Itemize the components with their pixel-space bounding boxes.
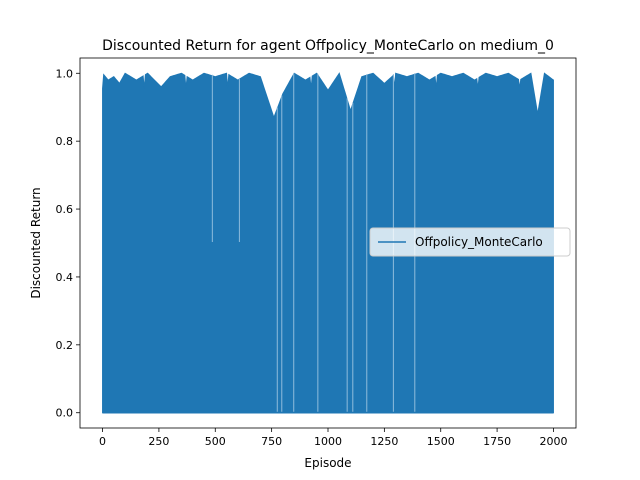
y-tick-label: 1.0 xyxy=(56,67,74,80)
y-tick-label: 0.2 xyxy=(56,339,74,352)
legend-series-label: Offpolicy_MonteCarlo xyxy=(415,235,543,249)
x-tick-label: 1750 xyxy=(483,435,511,448)
legend-box xyxy=(369,227,571,257)
x-tick-label: 250 xyxy=(148,435,169,448)
legend: Offpolicy_MonteCarlo xyxy=(369,227,571,257)
series-band-offpolicy-montecarlo xyxy=(102,72,554,414)
y-tick-label: 0.0 xyxy=(56,407,74,420)
series-layer xyxy=(102,72,554,414)
x-tick-label: 2000 xyxy=(539,435,567,448)
y-tick-label: 0.4 xyxy=(56,271,74,284)
y-tick-label: 0.6 xyxy=(56,203,74,216)
x-tick-label: 500 xyxy=(205,435,226,448)
y-tick-label: 0.8 xyxy=(56,135,74,148)
x-axis-ticks: 0 250 500 750 1000 1250 1500 1750 2000 xyxy=(99,428,567,448)
x-tick-label: 1500 xyxy=(427,435,455,448)
y-axis-ticks: 0.0 0.2 0.4 0.6 0.8 1.0 xyxy=(56,67,80,420)
x-axis-label: Episode xyxy=(304,456,351,470)
x-tick-label: 750 xyxy=(261,435,282,448)
x-tick-label: 1000 xyxy=(314,435,342,448)
x-tick-label: 1250 xyxy=(370,435,398,448)
x-tick-label: 0 xyxy=(99,435,106,448)
chart-title: Discounted Return for agent Offpolicy_Mo… xyxy=(102,38,554,54)
y-axis-label: Discounted Return xyxy=(29,187,43,298)
